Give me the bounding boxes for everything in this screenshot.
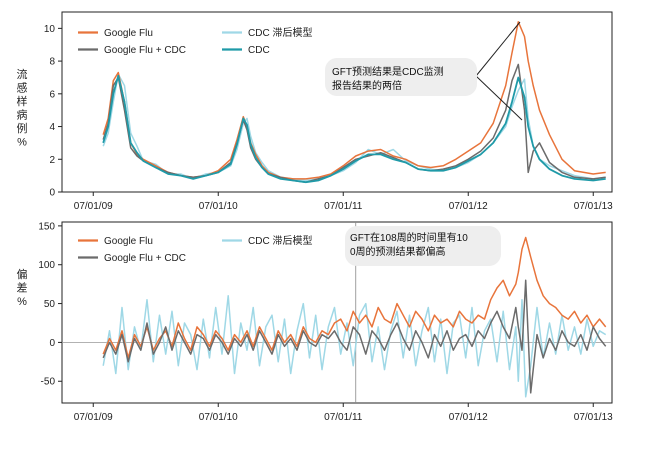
chart1-legend-label: Google Flu + CDC bbox=[104, 45, 186, 56]
chart1-plot-frame bbox=[61, 11, 613, 193]
chart2-y-axis-label-char: 偏 bbox=[17, 267, 28, 281]
chart1-legend-label: CDC 滞后模型 bbox=[248, 26, 312, 39]
chart1-series-line-cdc bbox=[102, 74, 606, 184]
chart2-annotation-box bbox=[345, 226, 501, 266]
chart1-y-axis-label-char: 感 bbox=[17, 82, 28, 95]
chart2-annotation-line-1: GFT在108周的时间里有10 bbox=[350, 231, 468, 244]
chart1-y-tick-label: 6 bbox=[49, 89, 55, 100]
chart1-y-axis-label-char: 例 bbox=[17, 121, 28, 135]
chart2-plot-frame bbox=[61, 221, 613, 404]
chart2-y-tick-label: -50 bbox=[41, 377, 56, 388]
chart2-x-tick-label: 07/01/11 bbox=[324, 412, 363, 423]
chart1-callout-line-lower bbox=[475, 75, 523, 121]
chart1-y-axis-label-char: 样 bbox=[17, 94, 28, 108]
chart2-legend-label: Google Flu + CDC bbox=[104, 253, 186, 264]
chart1-callout-line-upper bbox=[475, 21, 521, 77]
chart1-y-tick-label: 10 bbox=[44, 24, 56, 35]
chart2-legend-label: Google Flu bbox=[104, 236, 153, 247]
chart2-annotation-text: GFT在108周的时间里有10 0周的预测结果都偏高 bbox=[350, 231, 468, 258]
chart2-series-line-google-flu-cdc bbox=[102, 279, 607, 394]
chart1-annotation-line-1: GFT预测结果是CDC监测 bbox=[332, 65, 444, 78]
chart2-x-tick-label: 07/01/09 bbox=[74, 412, 113, 423]
chart1-y-axis-label-char: 流 bbox=[17, 67, 28, 81]
chart2-x-tick-label: 07/01/10 bbox=[199, 412, 238, 423]
chart2-x-tick-label: 07/01/13 bbox=[574, 412, 613, 423]
chart2-y-axis-label-char: 差 bbox=[17, 281, 28, 295]
chart1-y-tick-label: 8 bbox=[49, 57, 55, 68]
chart2-legend-label: CDC 滞后模型 bbox=[248, 234, 312, 247]
chart1-y-tick-label: 0 bbox=[49, 188, 55, 199]
chart1-x-tick-label: 07/01/11 bbox=[324, 201, 363, 212]
chart1-x-tick-label: 07/01/12 bbox=[449, 201, 488, 212]
chart1-legend-label: CDC bbox=[248, 45, 270, 56]
chart1-y-axis-label-char: % bbox=[17, 137, 27, 149]
chart1-x-tick-label: 07/01/13 bbox=[574, 201, 613, 212]
chart1-y-tick-label: 2 bbox=[49, 155, 55, 166]
chart1-y-tick-label: 4 bbox=[49, 122, 55, 133]
chart2-y-tick-label: 50 bbox=[44, 299, 56, 310]
chart2-series-line-google-flu bbox=[102, 236, 607, 359]
chart1-legend-label: Google Flu bbox=[104, 28, 153, 39]
chart1-x-tick-label: 07/01/09 bbox=[74, 201, 113, 212]
chart1-series-line-google-flu bbox=[102, 21, 606, 180]
chart2-annotation-line-2: 0周的预测结果都偏高 bbox=[350, 245, 446, 258]
chart2-y-axis-label-char: % bbox=[17, 296, 27, 308]
chart2-y-tick-label: 100 bbox=[38, 260, 55, 271]
chart1-x-tick-label: 07/01/10 bbox=[199, 201, 238, 212]
chart2-y-tick-label: 150 bbox=[38, 221, 55, 232]
chart1-annotation-text: GFT预测结果是CDC监测报告结果的两倍 bbox=[332, 65, 444, 92]
chart2-x-tick-label: 07/01/12 bbox=[449, 412, 488, 423]
chart2-y-tick-label: 0 bbox=[49, 338, 55, 349]
chart1-annotation-box bbox=[325, 58, 477, 96]
chart1-y-axis-label-char: 病 bbox=[17, 108, 28, 122]
chart1-annotation-line-2: 报告结果的两倍 bbox=[332, 79, 402, 92]
